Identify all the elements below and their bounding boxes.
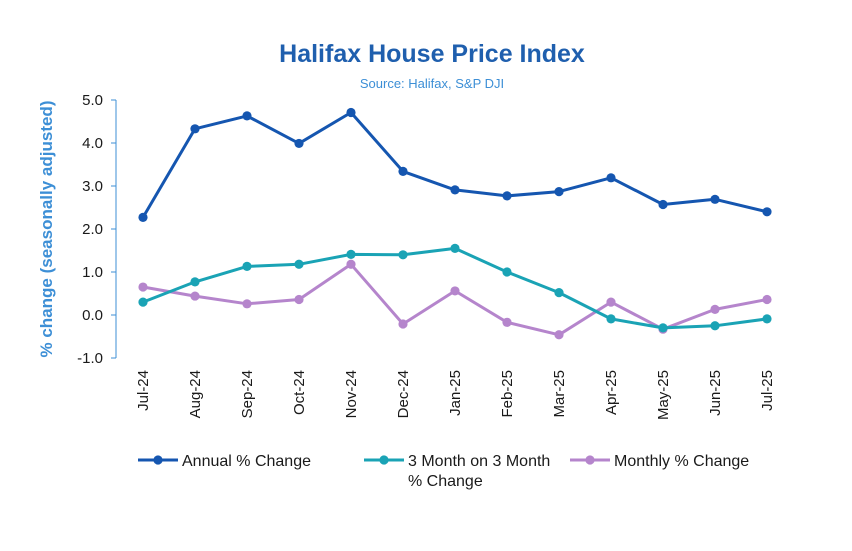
legend-label: 3 Month on 3 Month <box>408 453 550 470</box>
x-tick-label: May-25 <box>655 370 672 420</box>
series-three_month <box>138 243 772 333</box>
data-point-annual <box>554 186 564 197</box>
data-point-annual <box>606 173 616 183</box>
data-point-annual <box>762 207 772 217</box>
y-tick-label: 5.0 <box>82 92 103 109</box>
legend-swatch-marker <box>585 455 595 465</box>
y-tick-label: -1.0 <box>77 350 103 367</box>
data-point-three_month <box>138 297 148 307</box>
data-point-annual <box>242 111 252 121</box>
legend-swatch-marker <box>153 455 163 465</box>
x-tick-label: Oct-24 <box>291 370 308 415</box>
data-point-monthly <box>190 291 200 301</box>
data-point-annual <box>294 138 304 149</box>
data-point-three_month <box>554 288 564 298</box>
data-point-monthly <box>762 294 772 305</box>
data-point-three_month <box>450 243 460 253</box>
series-line-monthly <box>141 262 769 337</box>
x-tick-label: Jan-25 <box>447 370 464 416</box>
y-axis-ticks: 5.0 4.0 3.0 2.0 1.0 0.0 -1.0 <box>77 92 116 367</box>
data-point-monthly <box>710 304 720 315</box>
data-point-three_month <box>190 277 200 287</box>
data-point-annual <box>710 194 720 204</box>
data-point-three_month <box>346 249 356 259</box>
x-tick-label: Jun-25 <box>707 370 724 416</box>
data-point-three_month <box>762 314 772 324</box>
chart-subtitle: Source: Halifax, S&P DJI <box>360 76 504 91</box>
data-point-annual <box>398 166 408 176</box>
data-point-annual <box>138 212 148 222</box>
data-point-monthly <box>606 297 616 307</box>
data-point-monthly <box>242 299 252 309</box>
x-tick-label: Jul-25 <box>759 370 776 411</box>
x-tick-label: Aug-24 <box>187 370 204 418</box>
data-point-three_month <box>502 267 512 277</box>
legend-item-monthly: Monthly % Change <box>570 453 749 470</box>
chart-title: Halifax House Price Index <box>279 40 585 68</box>
legend-item-three_month: 3 Month on 3 Month % Change <box>364 453 550 490</box>
x-tick-label: Dec-24 <box>395 370 412 418</box>
series-layer <box>138 107 772 340</box>
data-point-monthly <box>138 282 148 292</box>
data-point-monthly <box>294 294 304 305</box>
x-tick-label: Jul-24 <box>135 370 152 411</box>
data-point-annual <box>450 185 460 195</box>
x-axis-ticks: Jul-24 Aug-24 Sep-24 Oct-24 Nov-24 Dec-24 Jan-… <box>135 370 776 420</box>
y-tick-label: 0.0 <box>82 307 103 324</box>
legend-item-annual: Annual % Change <box>138 453 311 470</box>
data-point-monthly <box>554 330 564 340</box>
data-point-annual <box>346 107 356 118</box>
data-point-three_month <box>398 250 408 260</box>
data-point-annual <box>502 191 512 201</box>
x-tick-label: Sep-24 <box>239 370 256 418</box>
data-point-annual <box>658 199 668 210</box>
series-annual <box>138 107 772 222</box>
data-point-three_month <box>294 259 304 269</box>
legend: Annual % Change 3 Month on 3 Month % Chang… <box>138 453 749 490</box>
data-point-three_month <box>606 314 616 324</box>
data-point-three_month <box>242 261 252 272</box>
y-axis-label: % change (seasonally adjusted) <box>37 101 56 358</box>
data-point-monthly <box>502 317 512 327</box>
data-point-monthly <box>450 286 460 296</box>
data-point-annual <box>190 124 200 134</box>
series-line-annual <box>141 111 769 219</box>
x-tick-label: Feb-25 <box>499 370 516 418</box>
legend-swatch-marker <box>379 455 389 465</box>
y-tick-label: 3.0 <box>82 178 103 195</box>
y-tick-label: 4.0 <box>82 135 103 152</box>
legend-label: % Change <box>408 473 483 490</box>
x-tick-label: Mar-25 <box>551 370 568 418</box>
y-tick-label: 1.0 <box>82 264 103 281</box>
data-point-three_month <box>658 323 668 333</box>
legend-label: Annual % Change <box>182 453 311 470</box>
legend-label: Monthly % Change <box>614 453 749 470</box>
data-point-three_month <box>710 321 720 331</box>
x-tick-label: Apr-25 <box>603 370 620 415</box>
x-tick-label: Nov-24 <box>343 370 360 418</box>
y-tick-label: 2.0 <box>82 221 103 238</box>
data-point-monthly <box>346 259 356 269</box>
data-point-monthly <box>398 319 408 329</box>
